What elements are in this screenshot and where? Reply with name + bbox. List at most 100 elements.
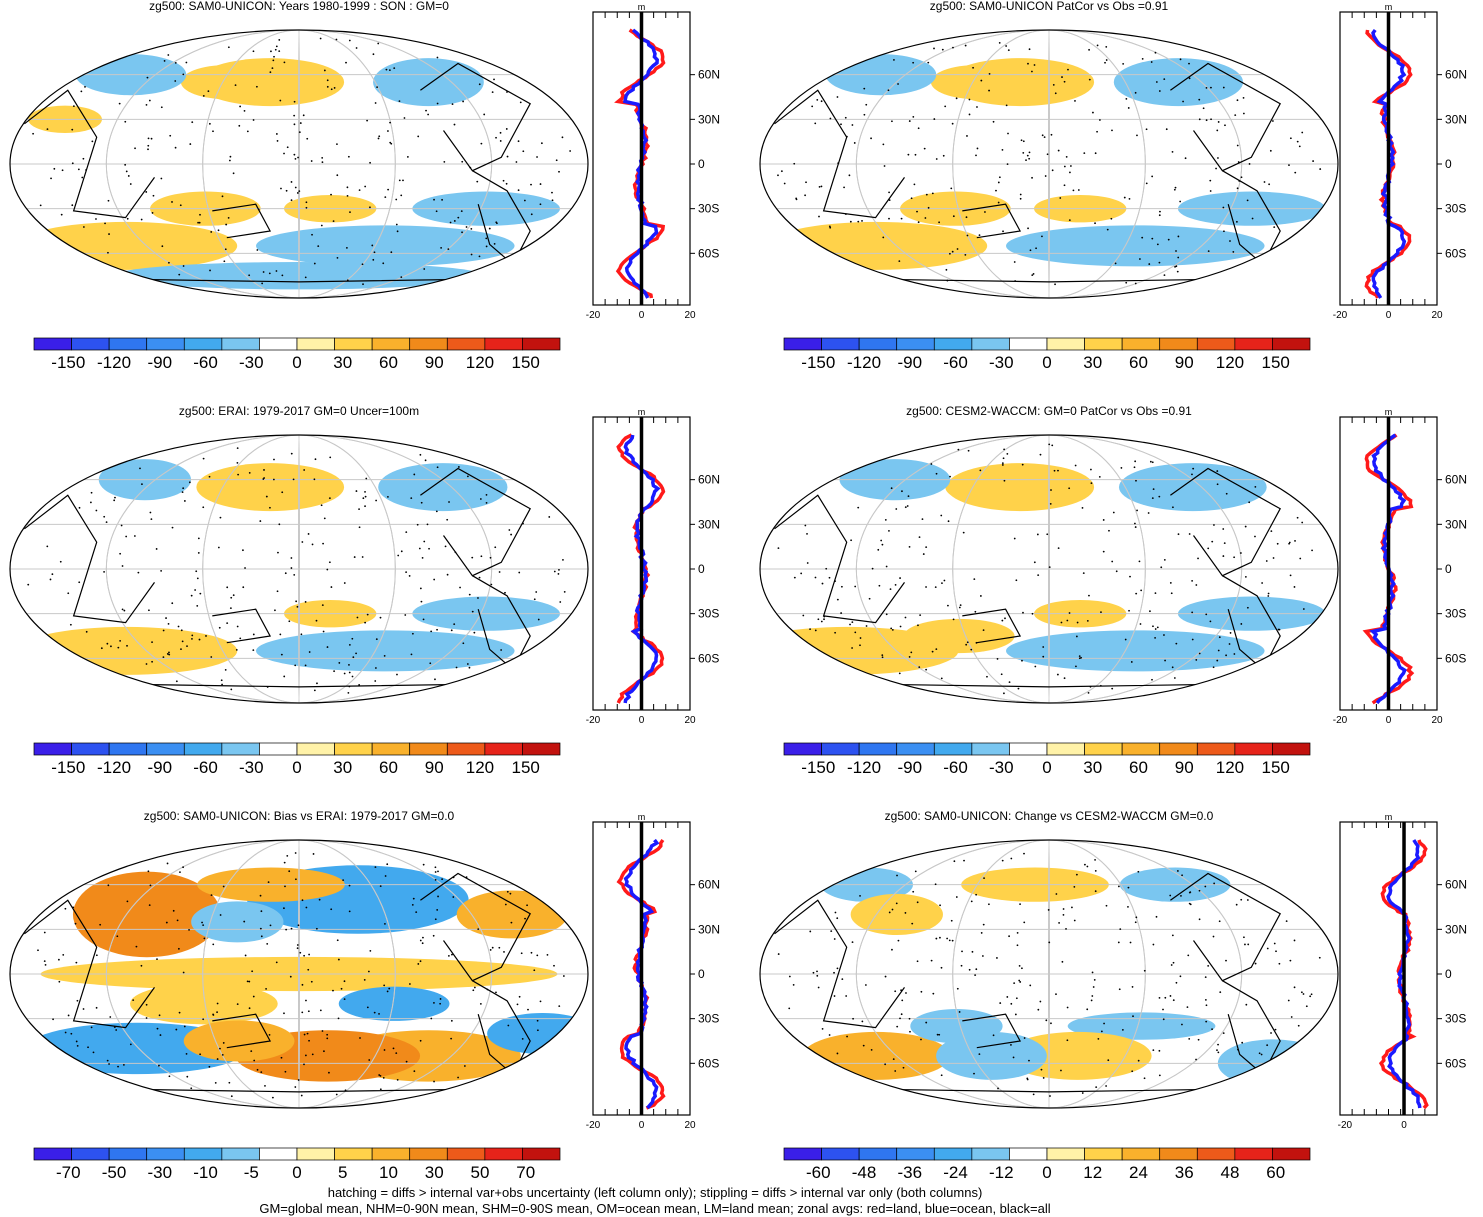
stipple-dot (897, 83, 899, 85)
stipple-dot (925, 586, 927, 588)
stipple-dot (1013, 537, 1016, 540)
stipple-dot (1043, 136, 1046, 139)
stipple-dot (1151, 175, 1154, 178)
stipple-dot (1017, 687, 1020, 690)
stipple-dot (851, 124, 854, 126)
stipple-dot (364, 505, 366, 508)
stipple-dot (884, 975, 887, 978)
stipple-dot (203, 937, 206, 940)
coastline (1222, 980, 1281, 1076)
stipple-dot (383, 984, 386, 987)
stipple-dot (1086, 1008, 1089, 1011)
stipple-dot (483, 113, 486, 116)
stipple-dot (917, 127, 920, 130)
stipple-dot (527, 1008, 529, 1011)
stipple-dot (1204, 998, 1207, 1001)
stipple-dot (777, 547, 780, 550)
stipple-dot (809, 930, 812, 933)
colorbar-cell (1084, 1147, 1123, 1161)
stipple-dot (1270, 530, 1273, 533)
stipple-dot (883, 165, 886, 167)
stipple-dot (347, 691, 350, 694)
colorbar-tick-label: -120 (847, 758, 881, 777)
stipple-dot (1246, 899, 1249, 901)
stipple-dot (371, 244, 374, 247)
stipple-dot (1033, 561, 1036, 564)
stipple-dot (1143, 969, 1146, 972)
stipple-dot (346, 194, 349, 197)
stipple-dot (359, 1037, 361, 1039)
stipple-dot (1164, 996, 1167, 999)
stipple-dot (92, 1051, 95, 1054)
stipple-dot (126, 217, 129, 220)
stipple-dot (992, 120, 995, 123)
stipple-dot (409, 983, 411, 985)
stipple-dot (1278, 628, 1281, 631)
stipple-dot (171, 602, 174, 605)
stipple-dot (1155, 81, 1158, 83)
stipple-dot (473, 986, 476, 989)
stipple-dot (1094, 869, 1097, 872)
stipple-dot (1010, 1002, 1013, 1005)
colorbar-cell (858, 337, 898, 351)
stipple-dot (920, 1038, 922, 1041)
stipple-dot (1105, 904, 1108, 907)
stipple-dot (1147, 512, 1150, 514)
stipple-dot (825, 567, 828, 570)
stipple-dot (165, 617, 167, 619)
stipple-dot (471, 610, 474, 613)
colorbar-cell (146, 742, 185, 756)
stipple-dot (1029, 249, 1032, 252)
stipple-dot (1053, 469, 1056, 472)
stipple-dot (385, 68, 388, 71)
stipple-dot (982, 629, 985, 632)
stipple-dot (1167, 238, 1170, 241)
stipple-dot (851, 621, 854, 624)
graticule-lon (298, 840, 300, 1108)
stipple-dot (859, 637, 862, 639)
stipple-dot (1198, 98, 1201, 101)
panel-4: zg500: CESM2-WACCM: GM=0 PatCor vs Obs =… (759, 404, 1467, 777)
stipple-dot (477, 928, 480, 931)
stipple-dot (376, 86, 379, 88)
stipple-dot (320, 504, 323, 507)
stipple-dot (301, 899, 304, 902)
colorbar-cell (71, 1147, 110, 1161)
colorbar-cell (522, 742, 561, 756)
stipple-dot (821, 582, 824, 585)
stipple-dot (1063, 80, 1066, 83)
stipple-dot (366, 119, 368, 122)
stipple-dot (955, 97, 958, 100)
stipple-dot (925, 546, 928, 549)
stipple-dot (452, 896, 455, 898)
stipple-dot (1111, 129, 1113, 132)
profile-lat-label: 0 (698, 967, 705, 981)
colorbar-cell (71, 742, 110, 756)
stipple-dot (1083, 152, 1086, 155)
stipple-dot (1047, 909, 1050, 911)
stipple-dot (1023, 852, 1025, 855)
stipple-dot (1019, 197, 1022, 200)
stipple-dot (140, 964, 143, 967)
contour-blob (15, 221, 238, 270)
stipple-dot (426, 523, 429, 526)
stipple-dot (296, 605, 299, 608)
stipple-dot (857, 220, 860, 223)
colorbar-cell (409, 337, 448, 351)
stipple-dot (845, 995, 848, 997)
stipple-dot (1035, 247, 1037, 250)
stipple-dot (158, 1064, 160, 1067)
stipple-dot (466, 663, 469, 665)
stipple-dot (909, 1030, 911, 1033)
stipple-dot (127, 175, 130, 177)
stipple-dot (906, 505, 909, 507)
map-area (10, 30, 588, 298)
stipple-dot (494, 546, 497, 549)
stipple-dot (416, 523, 419, 526)
stipple-dot (1192, 467, 1195, 470)
stipple-dot (1042, 655, 1045, 658)
coastline (1222, 575, 1281, 671)
colorbar-tick-label: -36 (897, 1163, 922, 1180)
stipple-dot (386, 863, 389, 866)
